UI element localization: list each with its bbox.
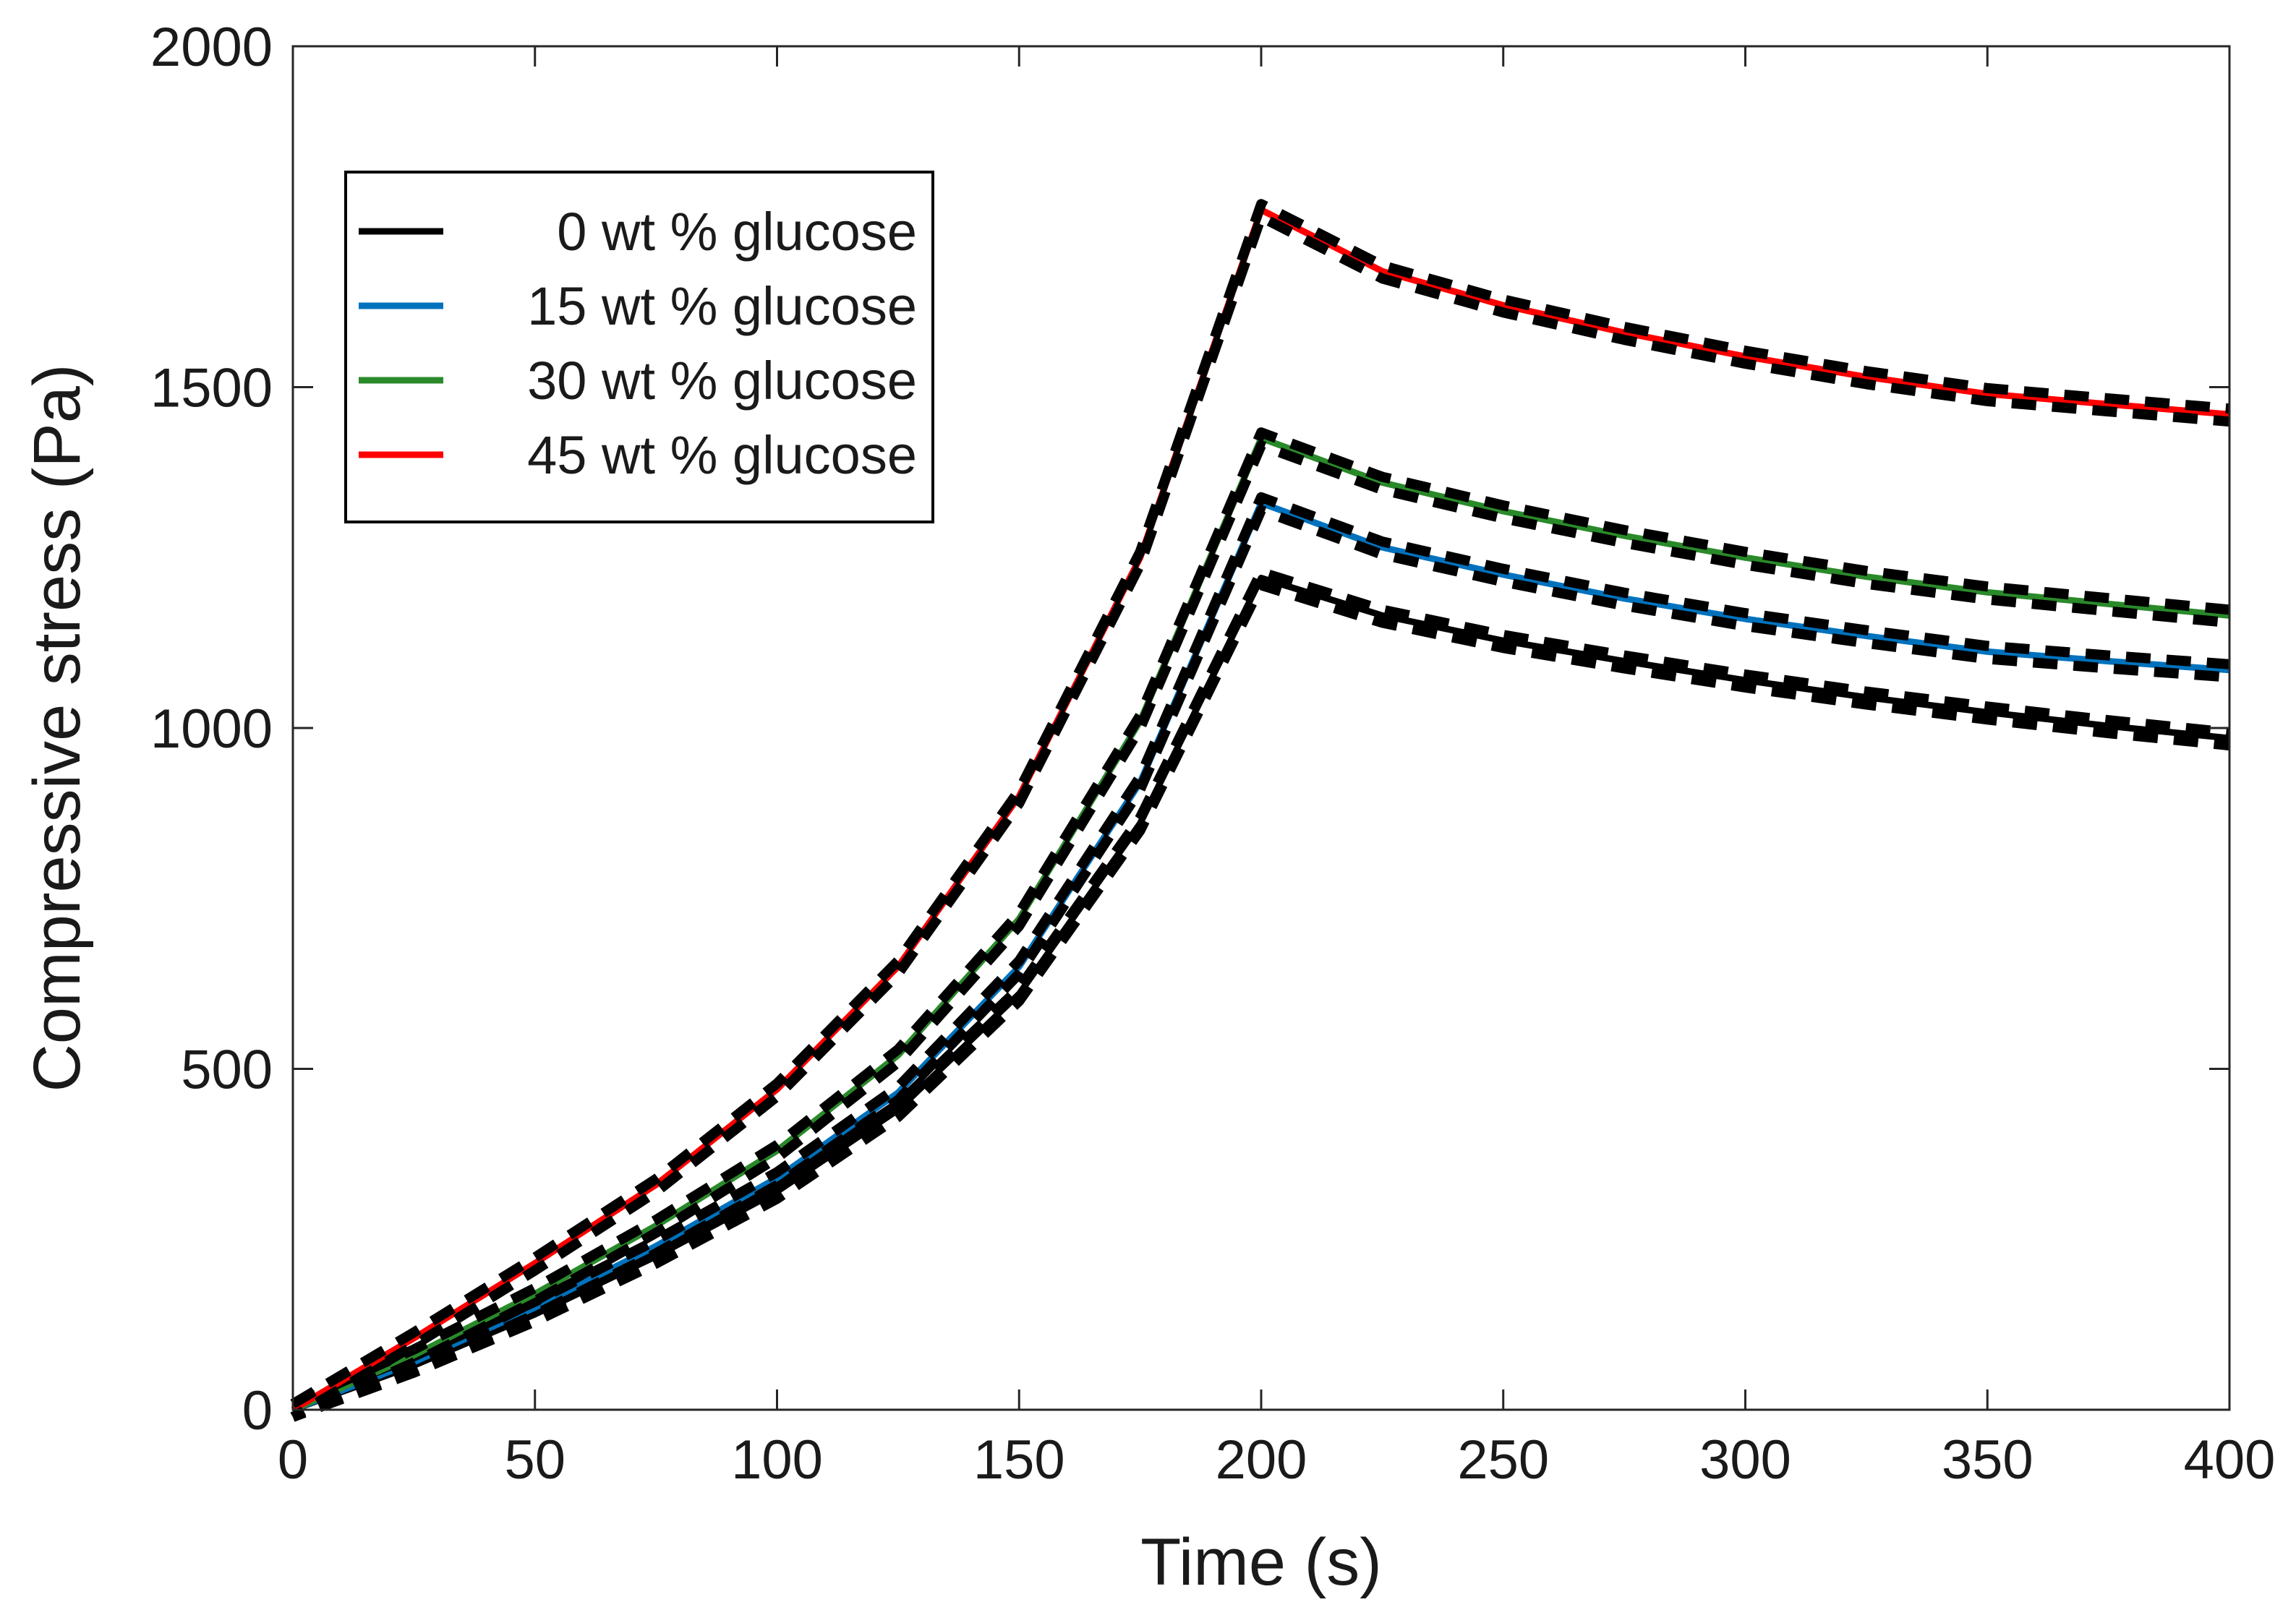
- y-tick-label: 1000: [150, 698, 273, 760]
- legend-box: [344, 171, 934, 523]
- series-fit-lower-1: [291, 505, 2230, 1422]
- x-tick-label: 400: [2184, 1429, 2276, 1491]
- series-fit-lower-2: [291, 440, 2230, 1422]
- y-axis-label: Compressive stress (Pa): [20, 364, 94, 1092]
- legend-label: 0 wt % glucose: [557, 202, 917, 262]
- y-tick-label: 500: [181, 1040, 273, 1101]
- axis-tick-labels: 0 50 100 150 200 250 300 350 400 0 500 1000 1500 2000: [150, 17, 2275, 1491]
- x-tick-label: 350: [1942, 1429, 2033, 1491]
- x-tick-label: 150: [973, 1429, 1065, 1491]
- x-axis-label: Time (s): [1140, 1525, 1382, 1599]
- x-tick-label: 300: [1699, 1429, 1791, 1491]
- legend-label: 15 wt % glucose: [527, 276, 917, 336]
- series-fit-upper-3: [290, 199, 2230, 1409]
- legend-label: 30 wt % glucose: [527, 351, 917, 411]
- legend-item-0: 0 wt % glucose: [359, 202, 917, 262]
- series-fit-upper-2: [291, 427, 2230, 1409]
- y-tick-label: 0: [242, 1380, 273, 1442]
- series-fit-lower-3: [290, 212, 2230, 1422]
- legend: 0 wt % glucose 15 wt % glucose 30 wt % glu…: [344, 171, 934, 523]
- legend-label: 45 wt % glucose: [527, 425, 917, 485]
- series-fit-lower-0: [291, 580, 2230, 1422]
- curves-layer: [290, 199, 2230, 1422]
- axis-ticks: [291, 45, 2231, 1411]
- x-tick-label: 0: [278, 1429, 308, 1491]
- y-tick-label: 2000: [150, 17, 273, 78]
- legend-item-3: 45 wt % glucose: [359, 425, 917, 485]
- series-fit-upper-0: [291, 567, 2230, 1409]
- x-tick-label: 250: [1457, 1429, 1549, 1491]
- x-tick-label: 200: [1216, 1429, 1307, 1491]
- x-tick-label: 100: [731, 1429, 823, 1491]
- legend-item-1: 15 wt % glucose: [359, 276, 917, 336]
- x-tick-label: 50: [504, 1429, 566, 1491]
- legend-items: 0 wt % glucose 15 wt % glucose 30 wt % glu…: [359, 202, 917, 485]
- legend-item-2: 30 wt % glucose: [359, 351, 917, 411]
- y-tick-label: 1500: [150, 358, 273, 419]
- series-fit-upper-1: [291, 492, 2230, 1409]
